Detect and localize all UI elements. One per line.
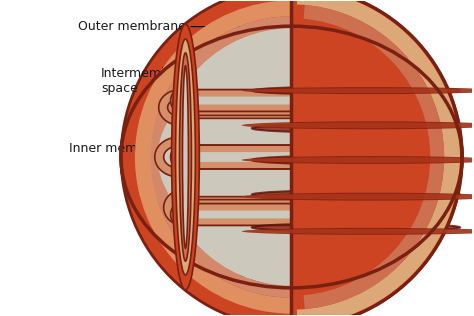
Ellipse shape bbox=[178, 40, 193, 274]
Ellipse shape bbox=[158, 66, 415, 248]
Wedge shape bbox=[292, 0, 462, 316]
Ellipse shape bbox=[252, 87, 460, 94]
FancyBboxPatch shape bbox=[178, 150, 330, 164]
Ellipse shape bbox=[242, 157, 474, 163]
Ellipse shape bbox=[154, 62, 419, 252]
Ellipse shape bbox=[182, 62, 189, 252]
Wedge shape bbox=[297, 0, 460, 316]
Ellipse shape bbox=[252, 124, 460, 133]
Ellipse shape bbox=[135, 40, 448, 274]
Ellipse shape bbox=[181, 50, 191, 264]
Text: Outer membrane: Outer membrane bbox=[78, 20, 279, 33]
Ellipse shape bbox=[242, 193, 474, 201]
Text: Cristae: Cristae bbox=[210, 217, 266, 286]
Ellipse shape bbox=[252, 223, 460, 231]
Ellipse shape bbox=[242, 121, 474, 129]
Wedge shape bbox=[304, 5, 444, 309]
FancyBboxPatch shape bbox=[187, 204, 310, 225]
Ellipse shape bbox=[182, 66, 189, 248]
Ellipse shape bbox=[180, 53, 191, 261]
Ellipse shape bbox=[172, 24, 200, 290]
Wedge shape bbox=[297, 0, 460, 316]
Text: Intermembrane
space: Intermembrane space bbox=[101, 67, 219, 95]
Ellipse shape bbox=[121, 26, 462, 288]
FancyBboxPatch shape bbox=[181, 146, 319, 168]
Ellipse shape bbox=[242, 122, 474, 128]
Ellipse shape bbox=[242, 88, 474, 93]
Polygon shape bbox=[171, 200, 189, 229]
Wedge shape bbox=[292, 0, 462, 316]
FancyBboxPatch shape bbox=[190, 204, 310, 215]
Ellipse shape bbox=[175, 39, 195, 275]
Polygon shape bbox=[159, 90, 181, 125]
Polygon shape bbox=[155, 137, 179, 177]
Ellipse shape bbox=[242, 87, 474, 94]
Polygon shape bbox=[171, 86, 189, 115]
Wedge shape bbox=[135, 0, 292, 313]
FancyBboxPatch shape bbox=[191, 97, 310, 105]
FancyBboxPatch shape bbox=[189, 152, 315, 162]
FancyBboxPatch shape bbox=[183, 95, 316, 115]
Ellipse shape bbox=[173, 26, 197, 288]
Wedge shape bbox=[151, 16, 292, 298]
FancyBboxPatch shape bbox=[185, 90, 312, 112]
Wedge shape bbox=[121, 0, 292, 316]
Ellipse shape bbox=[252, 155, 460, 164]
FancyBboxPatch shape bbox=[182, 145, 317, 169]
FancyBboxPatch shape bbox=[182, 101, 325, 113]
FancyBboxPatch shape bbox=[185, 202, 318, 214]
Polygon shape bbox=[171, 142, 189, 172]
Polygon shape bbox=[164, 190, 183, 225]
FancyBboxPatch shape bbox=[173, 145, 331, 169]
Ellipse shape bbox=[242, 194, 474, 200]
FancyBboxPatch shape bbox=[184, 151, 318, 163]
FancyBboxPatch shape bbox=[182, 197, 319, 218]
Text: Inner membrane: Inner membrane bbox=[70, 121, 208, 155]
Ellipse shape bbox=[145, 50, 438, 264]
Ellipse shape bbox=[242, 229, 474, 234]
FancyBboxPatch shape bbox=[179, 97, 326, 118]
FancyBboxPatch shape bbox=[187, 100, 315, 110]
Text: Matrix: Matrix bbox=[287, 176, 396, 231]
Wedge shape bbox=[163, 28, 292, 286]
Ellipse shape bbox=[242, 228, 474, 235]
Ellipse shape bbox=[252, 190, 460, 199]
FancyBboxPatch shape bbox=[193, 210, 309, 218]
Ellipse shape bbox=[242, 156, 474, 164]
FancyBboxPatch shape bbox=[185, 200, 311, 219]
